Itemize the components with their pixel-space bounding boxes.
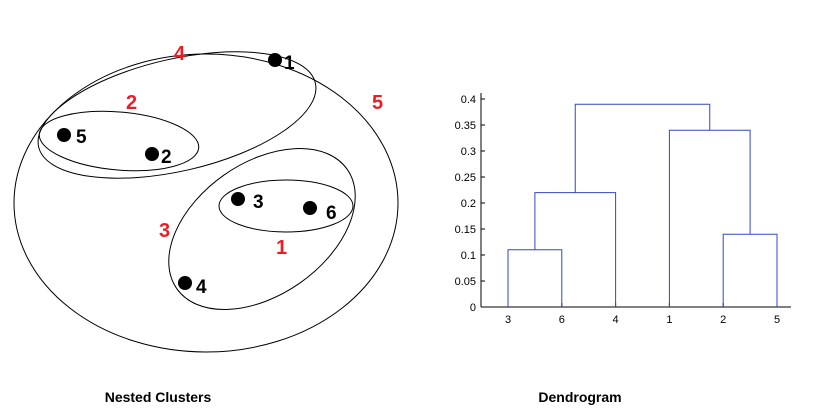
y-tick: 0.25 (455, 172, 485, 184)
dendrogram-links (507, 103, 778, 307)
leaf-label-3: 3 (505, 314, 511, 326)
y-tick-label: 0.35 (455, 120, 476, 132)
leaf-label-2: 2 (720, 314, 726, 326)
point-4-label: 4 (196, 277, 207, 298)
point-6-label: 6 (326, 203, 337, 224)
y-tick: 0.35 (455, 120, 485, 132)
point-4-marker (178, 276, 192, 290)
y-tick: 0.05 (455, 276, 485, 288)
point-1-label: 1 (284, 53, 295, 74)
y-tick-label: 0 (470, 302, 476, 314)
point-6-marker (303, 201, 317, 215)
y-tick: 0.3 (461, 146, 485, 158)
point-3-marker (231, 192, 245, 206)
y-tick-label: 0.4 (461, 94, 476, 106)
point-3-label: 3 (253, 192, 264, 213)
y-tick-label: 0.05 (455, 276, 476, 288)
point-5-marker (57, 128, 71, 142)
cluster-1-label: 1 (276, 237, 287, 259)
y-tick-label: 0.3 (461, 146, 476, 158)
leaf-label-6: 6 (559, 314, 565, 326)
cluster-5-outline (13, 53, 399, 353)
cluster-5-label: 5 (372, 92, 383, 114)
leaf-label-4: 4 (613, 314, 619, 326)
y-tick-label: 0.15 (455, 224, 476, 236)
leaf-label-1: 1 (666, 314, 672, 326)
cluster-1-outline (218, 179, 354, 233)
merge-link (507, 249, 563, 307)
nested-clusters-caption: Nested Clusters (105, 389, 212, 405)
cluster-4-label: 4 (174, 43, 186, 65)
y-tick-label: 0.1 (461, 250, 476, 262)
point-2-marker (145, 147, 159, 161)
point-1-marker (268, 53, 282, 67)
y-tick: 0 (470, 302, 485, 314)
leaf-label-5: 5 (774, 314, 780, 326)
y-tick: 0.2 (461, 198, 485, 210)
merge-link (574, 103, 711, 193)
leaf-labels: 3 6 4 1 2 5 (505, 303, 780, 326)
cluster-4-outline (37, 51, 317, 179)
y-tick-label: 0.25 (455, 172, 476, 184)
nested-clusters-diagram: 1 5 2 3 6 4 1 2 3 4 5 Nested Clusters (13, 43, 399, 405)
cluster-3-label: 3 (159, 220, 170, 242)
cluster-2-outline (38, 110, 200, 172)
point-5-label: 5 (76, 127, 87, 148)
y-tick: 0.4 (461, 94, 485, 106)
dendrogram-chart: 0 0.05 0.1 0.15 0.2 0.25 0.3 0.35 0.4 3 6… (455, 93, 791, 405)
merge-link (668, 129, 751, 307)
y-tick: 0.15 (455, 224, 485, 236)
cluster-3-outline (168, 147, 356, 311)
y-tick: 0.1 (461, 250, 485, 262)
point-2-label: 2 (161, 147, 172, 168)
dendrogram-caption: Dendrogram (538, 389, 621, 405)
merge-link (722, 233, 778, 307)
y-tick-label: 0.2 (461, 198, 476, 210)
cluster-2-label: 2 (126, 92, 137, 114)
